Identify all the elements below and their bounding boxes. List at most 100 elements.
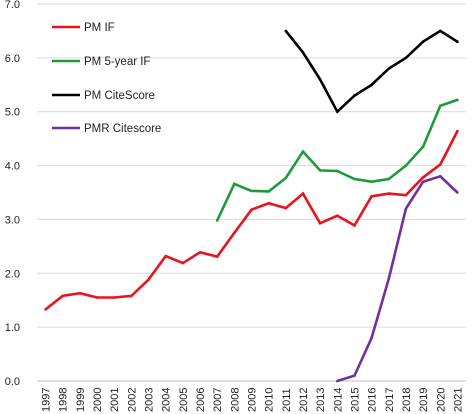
data-point	[370, 336, 373, 340]
data-point	[112, 296, 116, 299]
data-point	[267, 201, 270, 205]
legend-label: PM 5-year IF	[84, 56, 150, 68]
data-point	[130, 294, 133, 298]
x-tick-label: 1999	[75, 388, 87, 412]
series-line-1	[44, 130, 459, 311]
data-point	[250, 189, 253, 193]
series-line-2	[216, 98, 458, 222]
data-point	[215, 219, 219, 222]
x-tick-label: 2018	[401, 388, 413, 412]
data-point	[387, 177, 391, 181]
data-point	[78, 291, 82, 295]
data-point	[301, 150, 305, 153]
data-point	[353, 224, 356, 227]
data-point	[301, 51, 305, 54]
data-point	[284, 176, 288, 180]
x-tick-label: 2001	[109, 388, 121, 412]
data-point	[404, 193, 408, 197]
data-point	[387, 67, 391, 70]
y-tick-label: 7.0	[5, 0, 20, 11]
data-point	[198, 250, 202, 254]
data-point	[353, 374, 356, 377]
x-tick-label: 2006	[195, 388, 207, 412]
x-tick-label: 2000	[92, 388, 104, 412]
y-tick-label: 6.0	[5, 53, 20, 65]
x-tick-label: 2002	[126, 388, 138, 412]
data-point	[233, 182, 236, 186]
data-point	[438, 175, 442, 178]
data-point	[318, 169, 322, 172]
data-point	[387, 277, 391, 280]
data-point	[387, 192, 391, 195]
x-tick-label: 1997	[41, 388, 53, 412]
data-point	[95, 296, 99, 299]
data-point	[421, 176, 425, 179]
legend-label: PMR Citescore	[84, 123, 161, 135]
data-point	[164, 254, 167, 258]
x-tick-label: 2007	[212, 388, 224, 412]
data-point	[456, 129, 459, 133]
x-tick-label: 2009	[247, 388, 259, 412]
data-point	[353, 177, 356, 181]
data-point	[318, 221, 322, 225]
data-point	[284, 206, 288, 210]
data-point	[370, 180, 373, 184]
data-point	[456, 98, 459, 102]
data-point	[318, 78, 322, 81]
x-tick-label: 2021	[452, 388, 464, 412]
data-point	[438, 163, 442, 166]
x-tick-label: 1998	[58, 388, 70, 412]
data-point	[438, 29, 442, 33]
axes: 0.0 1.0 2.0 3.0 4.0 5.0 6.0 7.0 1997 1998 1999 2000…	[5, 0, 466, 412]
data-point	[233, 231, 236, 235]
data-point	[284, 29, 288, 33]
data-point	[370, 194, 373, 198]
x-tick-label: 2004	[161, 388, 173, 412]
data-point	[353, 94, 356, 97]
series-line-3	[284, 29, 459, 114]
y-tick-label: 3.0	[5, 214, 20, 226]
data-point	[61, 294, 65, 298]
x-tick-label: 2017	[384, 388, 396, 412]
y-tick-label: 1.0	[5, 322, 20, 334]
data-point	[336, 110, 339, 114]
y-tick-label: 0.0	[5, 376, 20, 388]
legend: PM IF PM 5-year IF PM CiteScore PMR Citesco…	[52, 22, 161, 135]
data-point	[267, 190, 270, 193]
legend-label: PM IF	[84, 22, 115, 34]
x-tick-label: 2019	[418, 388, 430, 412]
x-tick-label: 2020	[435, 388, 447, 412]
data-point	[404, 164, 408, 167]
data-point	[336, 169, 339, 173]
data-point	[370, 83, 373, 87]
data-point	[44, 308, 47, 311]
data-point	[456, 191, 459, 194]
y-tick-label: 4.0	[5, 161, 20, 173]
data-point	[404, 207, 408, 210]
data-point	[421, 180, 425, 184]
series-lines	[44, 29, 459, 383]
x-tick-label: 2011	[281, 388, 293, 412]
x-tick-label: 2015	[349, 388, 361, 412]
data-point	[250, 208, 253, 212]
x-tick-label: 2013	[315, 388, 327, 412]
data-point	[404, 56, 408, 60]
x-tick-label: 2014	[332, 388, 344, 412]
data-point	[438, 104, 442, 108]
x-tick-label: 2003	[144, 388, 156, 412]
data-point	[456, 40, 459, 43]
data-point	[336, 214, 339, 217]
data-point	[301, 192, 305, 195]
y-tick-label: 5.0	[5, 107, 20, 119]
data-point	[421, 145, 425, 149]
gridlines	[37, 3, 466, 328]
legend-label: PM CiteScore	[84, 90, 155, 102]
data-point	[147, 278, 150, 282]
x-tick-label: 2005	[178, 388, 190, 412]
data-point	[336, 379, 339, 383]
x-tick-label: 2012	[298, 388, 310, 412]
data-point	[215, 255, 219, 258]
data-point	[181, 261, 185, 265]
y-tick-label: 2.0	[5, 268, 20, 280]
